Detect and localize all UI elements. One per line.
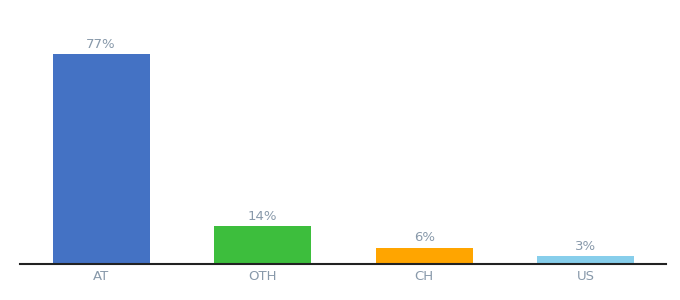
Text: 14%: 14% bbox=[248, 209, 277, 223]
Bar bbox=[52, 54, 150, 264]
Text: 3%: 3% bbox=[575, 239, 596, 253]
Bar bbox=[537, 256, 634, 264]
Bar bbox=[375, 248, 473, 264]
Bar bbox=[214, 226, 311, 264]
Text: 6%: 6% bbox=[413, 231, 435, 244]
Text: 77%: 77% bbox=[86, 38, 116, 51]
